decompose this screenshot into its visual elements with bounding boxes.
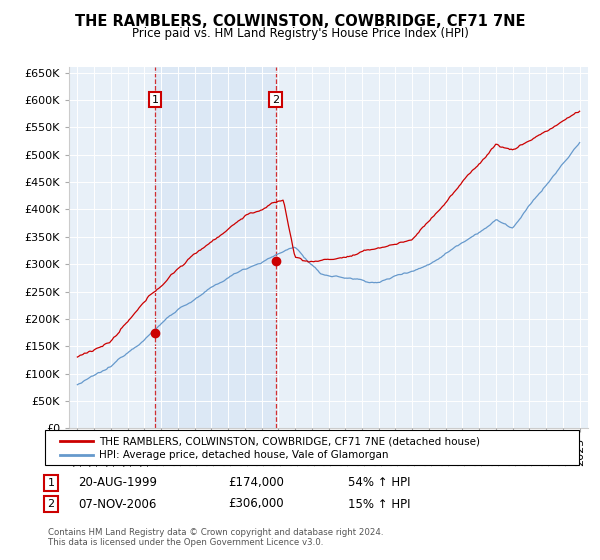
Bar <box>155 67 276 428</box>
Text: 54% ↑ HPI: 54% ↑ HPI <box>348 476 410 489</box>
Text: HPI: Average price, detached house, Vale of Glamorgan: HPI: Average price, detached house, Vale… <box>99 450 389 460</box>
Text: 1: 1 <box>47 478 55 488</box>
Text: £306,000: £306,000 <box>228 497 284 511</box>
Text: £174,000: £174,000 <box>228 476 284 489</box>
Text: Price paid vs. HM Land Registry's House Price Index (HPI): Price paid vs. HM Land Registry's House … <box>131 27 469 40</box>
Text: THE RAMBLERS, COLWINSTON, COWBRIDGE, CF71 7NE: THE RAMBLERS, COLWINSTON, COWBRIDGE, CF7… <box>75 14 525 29</box>
Text: 15% ↑ HPI: 15% ↑ HPI <box>348 497 410 511</box>
Text: Contains HM Land Registry data © Crown copyright and database right 2024.
This d: Contains HM Land Registry data © Crown c… <box>48 528 383 547</box>
Text: 20-AUG-1999: 20-AUG-1999 <box>78 476 157 489</box>
Text: THE RAMBLERS, COLWINSTON, COWBRIDGE, CF71 7NE (detached house): THE RAMBLERS, COLWINSTON, COWBRIDGE, CF7… <box>99 436 480 446</box>
Text: 1: 1 <box>152 95 158 105</box>
Text: 07-NOV-2006: 07-NOV-2006 <box>78 497 157 511</box>
Text: 2: 2 <box>272 95 280 105</box>
Text: 2: 2 <box>47 499 55 509</box>
